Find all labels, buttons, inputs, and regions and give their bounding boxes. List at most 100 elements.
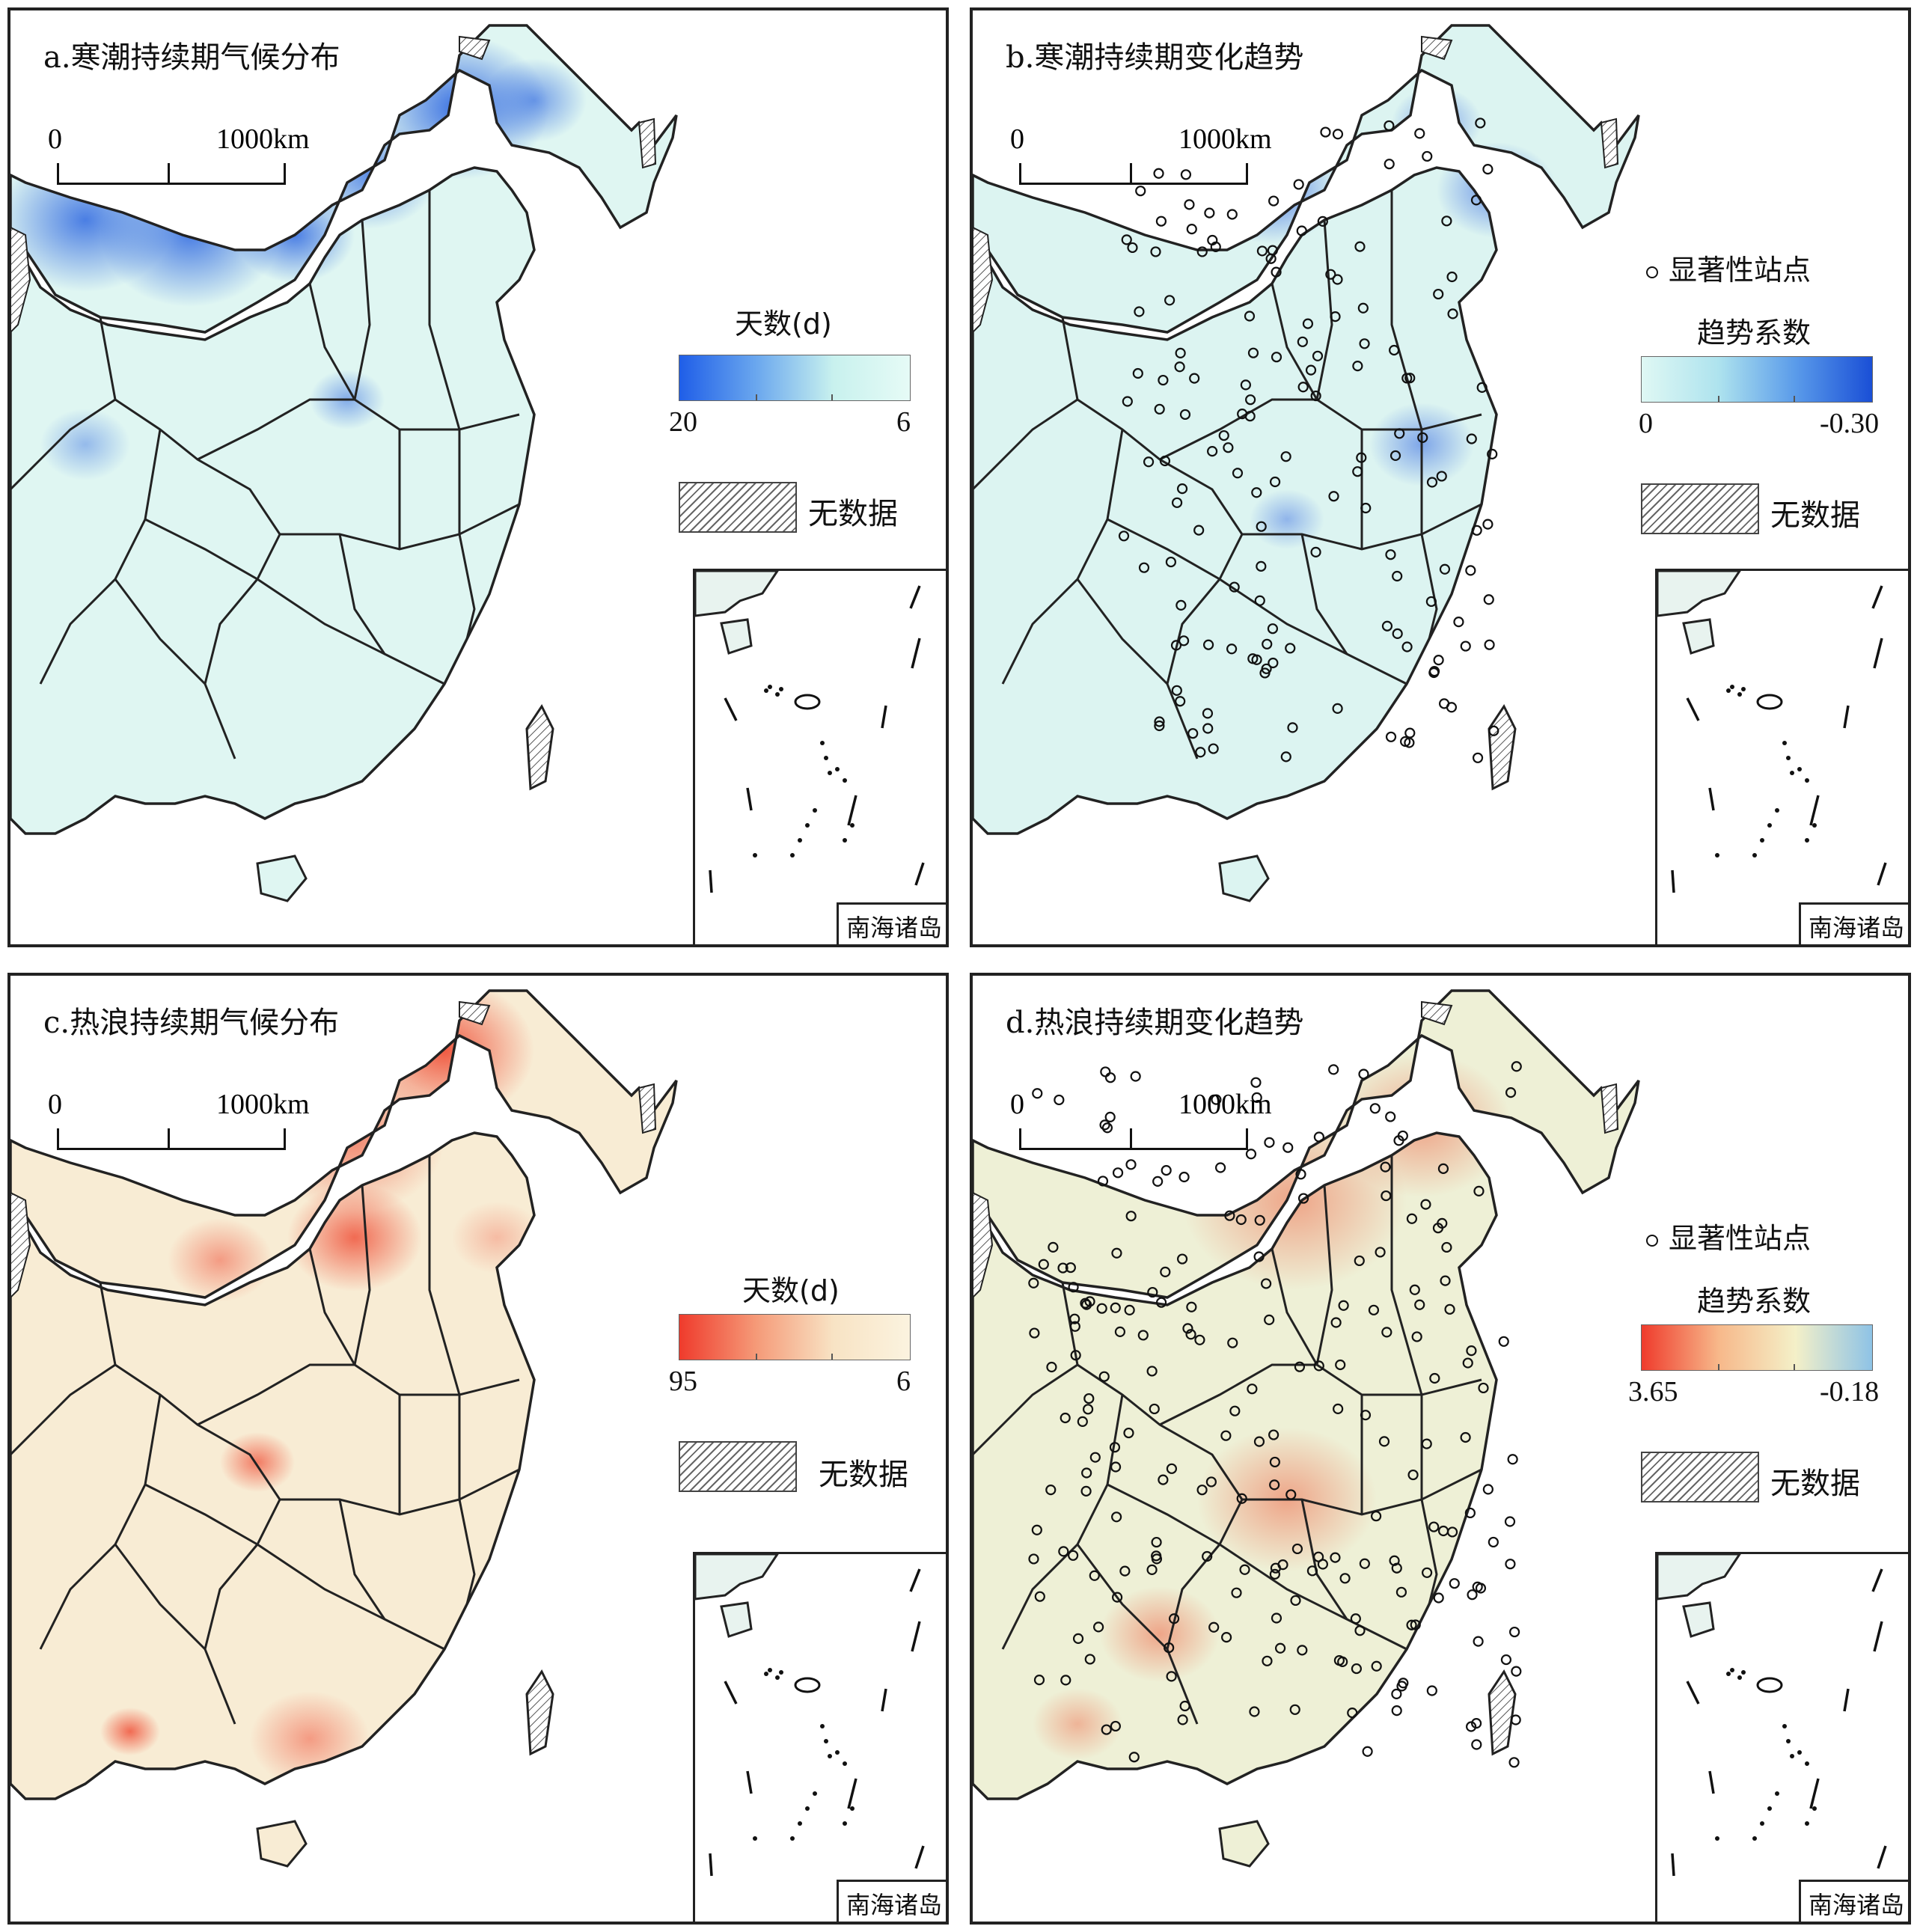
station-marker — [1245, 1149, 1257, 1160]
station-marker — [1464, 1507, 1476, 1519]
station-marker — [1032, 1088, 1043, 1099]
island-dot — [1790, 1754, 1794, 1758]
boundary-dash — [1871, 585, 1883, 609]
station-marker — [1446, 271, 1458, 283]
station-marker — [1357, 302, 1369, 314]
island-dot — [1805, 1761, 1809, 1766]
station-marker — [1268, 657, 1279, 669]
station-marker — [1034, 1591, 1045, 1602]
island-dot — [813, 1791, 817, 1796]
island-dot — [813, 808, 817, 813]
station-marker — [1180, 169, 1192, 180]
station-marker — [1317, 215, 1328, 227]
station-marker — [1404, 737, 1415, 748]
ramp-tick — [1717, 396, 1719, 402]
significant-station-legend: 显著性站点 — [1646, 247, 1811, 288]
station-marker — [1182, 1323, 1193, 1334]
scale-bar-tick — [168, 163, 170, 184]
station-marker — [1500, 1654, 1512, 1666]
station-marker — [1426, 1685, 1437, 1696]
north-no-data — [1421, 35, 1453, 61]
island-outline — [1756, 1677, 1783, 1693]
station-marker — [1354, 1255, 1365, 1267]
station-marker — [1220, 1430, 1232, 1441]
inset-hainan — [1682, 618, 1715, 655]
panel-title: d.热浪持续期变化趋势 — [1006, 1006, 1304, 1040]
station-marker — [1185, 1329, 1196, 1340]
station-circle-icon — [1646, 266, 1658, 278]
station-marker — [1031, 1524, 1042, 1535]
station-marker — [1359, 1558, 1370, 1569]
station-marker — [1330, 311, 1341, 322]
province-boundary — [10, 1363, 116, 1456]
station-marker — [1352, 466, 1363, 477]
station-marker — [1488, 725, 1499, 736]
country-boundary-north — [10, 989, 678, 1299]
heat-spot — [1033, 1688, 1122, 1760]
station-marker — [1471, 525, 1482, 536]
station-marker — [1186, 1301, 1197, 1312]
station-marker — [1175, 696, 1186, 707]
station-marker — [1224, 1210, 1235, 1221]
station-marker — [1407, 1469, 1419, 1481]
province-boundary — [1159, 1363, 1317, 1426]
station-marker — [1111, 1511, 1122, 1523]
south-china-sea-inset: 南海诸岛 — [693, 1552, 946, 1922]
station-marker — [1244, 411, 1256, 422]
boundary-dash — [881, 1688, 887, 1712]
station-marker — [1508, 1757, 1520, 1768]
station-marker — [1125, 1211, 1137, 1222]
station-marker — [1476, 382, 1488, 393]
station-marker — [1045, 1485, 1057, 1496]
station-marker — [1447, 308, 1458, 320]
station-marker — [1165, 556, 1177, 568]
island-dot — [1715, 1836, 1719, 1841]
boundary-dash — [911, 1621, 921, 1652]
inset-hainan — [1682, 1601, 1715, 1638]
island-dot — [1812, 1806, 1817, 1811]
station-marker — [1104, 1072, 1116, 1083]
scale-bar-line — [57, 163, 286, 185]
province-boundary — [428, 190, 461, 430]
hainan-island — [256, 855, 308, 902]
station-marker — [1338, 1300, 1349, 1311]
station-marker — [1467, 1589, 1478, 1601]
station-marker — [1441, 1241, 1452, 1253]
station-marker — [1205, 1476, 1217, 1488]
station-marker — [1194, 1334, 1205, 1345]
island-dot — [843, 778, 847, 783]
station-marker — [1381, 620, 1393, 632]
station-marker — [1214, 1162, 1226, 1173]
island-dot — [1782, 741, 1787, 745]
station-marker — [1440, 1275, 1451, 1286]
ramp-tick — [1794, 1364, 1796, 1370]
station-marker — [1171, 685, 1182, 696]
station-marker — [1083, 1393, 1095, 1404]
station-marker — [1296, 225, 1307, 236]
station-marker — [1360, 502, 1372, 514]
south-china-sea-inset: 南海诸岛 — [1655, 569, 1908, 944]
west-no-data — [10, 226, 31, 334]
station-marker — [1253, 1251, 1265, 1262]
boundary-dash — [709, 1853, 713, 1877]
station-marker — [1271, 1612, 1282, 1624]
boundary-dash — [1843, 705, 1850, 729]
station-marker — [1289, 1704, 1300, 1715]
heat-spot — [287, 1184, 422, 1291]
inset-coast — [695, 1554, 779, 1601]
station-marker — [1484, 639, 1495, 650]
legend-max-label: -0.18 — [1820, 1376, 1880, 1407]
station-marker — [1429, 1372, 1440, 1384]
inset-label: 南海诸岛 — [1798, 902, 1908, 944]
boundary-dash — [1843, 1688, 1850, 1712]
station-marker — [1295, 1169, 1306, 1180]
station-marker — [1330, 1317, 1342, 1328]
station-marker — [1236, 1493, 1247, 1504]
station-marker — [1395, 1586, 1407, 1598]
island-dot — [1741, 1670, 1746, 1675]
station-marker — [1125, 1159, 1137, 1170]
legend-max-label: 6 — [896, 1366, 911, 1397]
station-marker — [1057, 1262, 1068, 1274]
station-marker — [1437, 1163, 1449, 1174]
station-marker — [1433, 288, 1444, 300]
